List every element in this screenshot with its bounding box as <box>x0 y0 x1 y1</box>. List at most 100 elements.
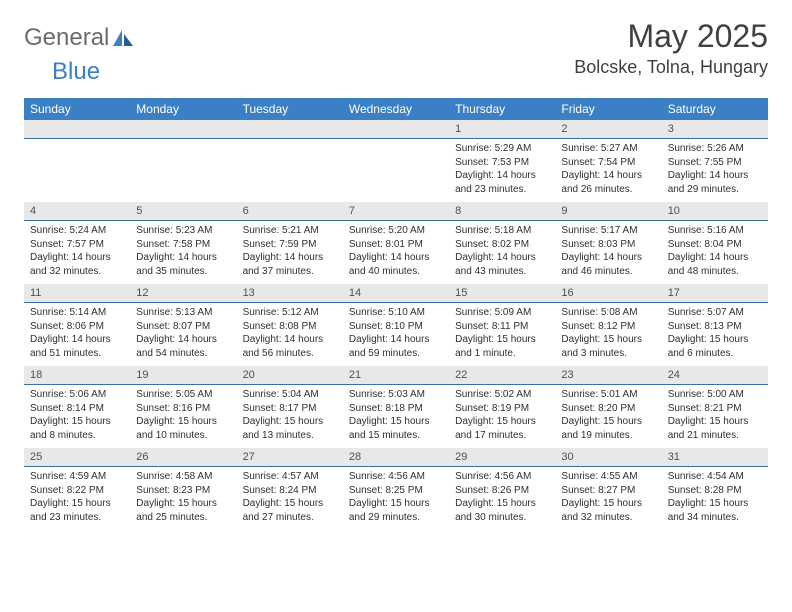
date-data-cell: Sunrise: 4:58 AMSunset: 8:23 PMDaylight:… <box>130 467 236 531</box>
sun-info-line: and 29 minutes. <box>349 511 443 525</box>
date-data-cell: Sunrise: 5:02 AMSunset: 8:19 PMDaylight:… <box>449 385 555 449</box>
date-number-cell: 2 <box>555 120 661 139</box>
date-number-cell: 9 <box>555 202 661 221</box>
date-data-row: Sunrise: 5:14 AMSunset: 8:06 PMDaylight:… <box>24 303 768 367</box>
sun-info-line: Sunset: 8:01 PM <box>349 238 443 252</box>
date-data-row: Sunrise: 5:29 AMSunset: 7:53 PM Daylight:… <box>24 139 768 203</box>
date-number-cell: 11 <box>24 284 130 303</box>
date-data-cell: Sunrise: 4:54 AMSunset: 8:28 PMDaylight:… <box>662 467 768 531</box>
date-data-cell: Sunrise: 5:29 AMSunset: 7:53 PMDaylight:… <box>449 139 555 203</box>
sun-info-line: Sunrise: 5:16 AM <box>668 224 762 238</box>
date-data-row: Sunrise: 5:06 AMSunset: 8:14 PMDaylight:… <box>24 385 768 449</box>
sun-info-line: Daylight: 15 hours <box>136 415 230 429</box>
sun-info-line: Sunrise: 4:59 AM <box>30 470 124 484</box>
sun-info-line: Sunset: 7:53 PM <box>455 156 549 170</box>
sun-info-line: Sunrise: 5:29 AM <box>455 142 549 156</box>
calendar-body: 123Sunrise: 5:29 AMSunset: 7:53 PMDaylig… <box>24 120 768 530</box>
date-number-cell: 7 <box>343 202 449 221</box>
sun-info-line: Sunrise: 5:07 AM <box>668 306 762 320</box>
sun-info-line: and 37 minutes. <box>243 265 337 279</box>
date-number-cell: 23 <box>555 366 661 385</box>
date-number-cell: 14 <box>343 284 449 303</box>
sun-info-line: and 59 minutes. <box>349 347 443 361</box>
sun-info-line: Sunset: 8:23 PM <box>136 484 230 498</box>
sun-info-line: Daylight: 15 hours <box>243 497 337 511</box>
sun-info-line: Daylight: 14 hours <box>136 251 230 265</box>
sun-info-line: Daylight: 15 hours <box>455 497 549 511</box>
sun-info-line: Sunset: 8:06 PM <box>30 320 124 334</box>
date-number-cell: 31 <box>662 448 768 467</box>
date-number-row: 18192021222324 <box>24 366 768 385</box>
sun-info-line: Sunset: 8:17 PM <box>243 402 337 416</box>
sun-info-line: and 23 minutes. <box>455 183 549 197</box>
date-data-cell: Sunrise: 5:27 AMSunset: 7:54 PMDaylight:… <box>555 139 661 203</box>
date-number-cell <box>237 120 343 139</box>
sun-info-line: and 35 minutes. <box>136 265 230 279</box>
sun-info-line: Daylight: 14 hours <box>243 333 337 347</box>
sun-info-line: Sunrise: 5:24 AM <box>30 224 124 238</box>
sun-info-line: Sunset: 8:18 PM <box>349 402 443 416</box>
sun-info-line: Sunset: 7:55 PM <box>668 156 762 170</box>
dow-wednesday: Wednesday <box>343 98 449 120</box>
date-number-row: 25262728293031 <box>24 448 768 467</box>
sun-info-line: Sunset: 8:28 PM <box>668 484 762 498</box>
sun-info-line: Sunset: 7:57 PM <box>30 238 124 252</box>
sun-info-line: Sunrise: 5:04 AM <box>243 388 337 402</box>
sun-info-line: Sunrise: 5:13 AM <box>136 306 230 320</box>
date-data-cell: Sunrise: 5:24 AMSunset: 7:57 PMDaylight:… <box>24 221 130 285</box>
date-data-cell: Sunrise: 4:56 AMSunset: 8:25 PMDaylight:… <box>343 467 449 531</box>
sun-info-line: Sunset: 7:54 PM <box>561 156 655 170</box>
sun-info-line: and 13 minutes. <box>243 429 337 443</box>
sun-info-line: Daylight: 15 hours <box>455 333 549 347</box>
sun-info-line: Daylight: 14 hours <box>136 333 230 347</box>
date-number-cell <box>343 120 449 139</box>
sun-info-line: Sunset: 8:12 PM <box>561 320 655 334</box>
date-data-cell: Sunrise: 5:14 AMSunset: 8:06 PMDaylight:… <box>24 303 130 367</box>
dow-sunday: Sunday <box>24 98 130 120</box>
sun-info-line: Daylight: 15 hours <box>349 497 443 511</box>
date-number-cell: 22 <box>449 366 555 385</box>
date-number-cell <box>130 120 236 139</box>
sun-info-line: Sunset: 8:03 PM <box>561 238 655 252</box>
sun-info-line: Sunset: 8:19 PM <box>455 402 549 416</box>
sun-info-line: and 6 minutes. <box>668 347 762 361</box>
sun-info-line: Sunset: 8:16 PM <box>136 402 230 416</box>
date-number-cell: 6 <box>237 202 343 221</box>
date-number-cell: 17 <box>662 284 768 303</box>
sun-info-line: Daylight: 15 hours <box>561 415 655 429</box>
sun-info-line: and 43 minutes. <box>455 265 549 279</box>
sun-info-line: Sunset: 8:08 PM <box>243 320 337 334</box>
date-data-cell: Sunrise: 5:05 AMSunset: 8:16 PMDaylight:… <box>130 385 236 449</box>
date-data-cell: Sunrise: 4:56 AMSunset: 8:26 PMDaylight:… <box>449 467 555 531</box>
sun-info-line: Sunrise: 5:27 AM <box>561 142 655 156</box>
sun-info-line: and 1 minute. <box>455 347 549 361</box>
sun-info-line: Sunrise: 5:00 AM <box>668 388 762 402</box>
sun-info-line: and 15 minutes. <box>349 429 443 443</box>
sun-info-line: Daylight: 15 hours <box>668 497 762 511</box>
dow-tuesday: Tuesday <box>237 98 343 120</box>
sun-info-line: and 40 minutes. <box>349 265 443 279</box>
sun-info-line: Daylight: 15 hours <box>668 415 762 429</box>
sun-info-line: and 25 minutes. <box>136 511 230 525</box>
sun-info-line: Daylight: 15 hours <box>561 333 655 347</box>
sun-info-line: and 26 minutes. <box>561 183 655 197</box>
sun-info-line: Daylight: 15 hours <box>30 497 124 511</box>
date-data-cell: Sunrise: 4:57 AMSunset: 8:24 PMDaylight:… <box>237 467 343 531</box>
date-data-cell: Sunrise: 5:07 AMSunset: 8:13 PMDaylight:… <box>662 303 768 367</box>
sun-info-line: Daylight: 14 hours <box>668 169 762 183</box>
date-number-cell: 28 <box>343 448 449 467</box>
sun-info-line: Sunrise: 5:17 AM <box>561 224 655 238</box>
dow-saturday: Saturday <box>662 98 768 120</box>
sun-info-line: Daylight: 15 hours <box>349 415 443 429</box>
date-data-row: Sunrise: 5:24 AMSunset: 7:57 PM Daylight:… <box>24 221 768 285</box>
date-data-cell <box>237 139 343 203</box>
sun-info-line: and 3 minutes. <box>561 347 655 361</box>
date-number-cell: 15 <box>449 284 555 303</box>
date-data-cell <box>343 139 449 203</box>
date-number-cell: 30 <box>555 448 661 467</box>
sun-info-line: Daylight: 14 hours <box>455 251 549 265</box>
dow-thursday: Thursday <box>449 98 555 120</box>
sun-info-line: and 27 minutes. <box>243 511 337 525</box>
sun-info-line: and 46 minutes. <box>561 265 655 279</box>
title-block: May 2025 Bolcske, Tolna, Hungary <box>574 18 768 78</box>
